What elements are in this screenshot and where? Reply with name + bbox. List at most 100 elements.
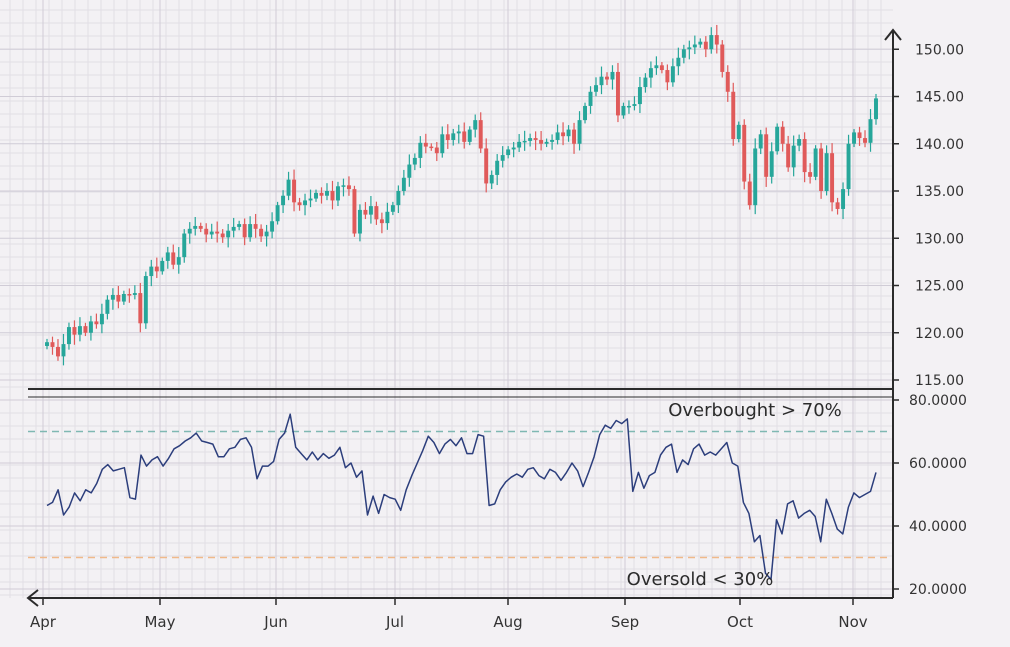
candle — [462, 122, 467, 149]
candle-body — [813, 148, 818, 177]
candle-body — [56, 346, 60, 357]
candle — [281, 190, 286, 214]
candle-body — [335, 186, 340, 201]
candle-body — [874, 98, 878, 120]
candle — [594, 77, 598, 97]
candle-body — [758, 134, 763, 149]
candle — [270, 212, 275, 239]
candle-body — [379, 219, 384, 224]
candle — [94, 313, 99, 329]
candle — [50, 336, 55, 355]
candle-body — [599, 76, 604, 86]
candle — [209, 223, 214, 239]
candle — [561, 122, 566, 146]
candle — [780, 121, 785, 152]
rsi-tick-labels: 20.0000 40.0000 60.0000 80.0000 — [893, 393, 967, 598]
candle — [220, 229, 225, 243]
candle — [544, 138, 549, 148]
rsi-line — [46, 413, 877, 581]
candle — [572, 122, 577, 154]
candle-body — [182, 233, 187, 258]
candle-body — [357, 209, 362, 234]
candle-body — [780, 126, 785, 144]
candle — [467, 126, 472, 146]
candle-body — [720, 44, 725, 72]
candle-body — [292, 179, 297, 203]
price-tick-label: 140.00 — [915, 137, 964, 153]
candle — [830, 143, 835, 212]
candle — [83, 322, 88, 337]
candle — [654, 56, 659, 75]
candle — [132, 285, 137, 300]
candle — [621, 102, 626, 119]
candle-body — [819, 148, 824, 191]
candle-body — [506, 149, 511, 156]
candle-body — [368, 206, 373, 215]
candle — [434, 141, 439, 162]
candle — [808, 163, 813, 184]
candle-body — [176, 257, 181, 265]
candle-body — [698, 41, 703, 45]
grid — [0, 0, 893, 598]
candle-body — [863, 138, 867, 143]
candle — [742, 119, 747, 190]
candle-body — [418, 142, 423, 158]
candle-body — [308, 198, 313, 201]
candle — [791, 135, 796, 177]
candle — [385, 202, 390, 230]
candle — [533, 131, 538, 151]
candle — [72, 320, 77, 345]
candle-body — [456, 131, 461, 134]
candle-body — [544, 141, 549, 144]
candle-body — [621, 105, 626, 116]
candle — [511, 141, 516, 158]
candle-body — [429, 146, 434, 149]
candle-body — [577, 120, 582, 144]
y-axis-arrow — [884, 28, 902, 41]
candle-body — [555, 132, 560, 140]
candle — [165, 246, 170, 269]
candle-body — [495, 160, 500, 175]
candle — [275, 201, 280, 225]
candle-body — [692, 44, 697, 48]
candle — [583, 102, 588, 124]
candle — [852, 129, 857, 148]
rsi-series — [46, 413, 877, 581]
candle — [143, 271, 148, 329]
candle — [747, 173, 752, 210]
candle-body — [88, 321, 93, 333]
candle-body — [45, 342, 49, 346]
candle-body — [632, 104, 637, 106]
candle — [368, 196, 373, 224]
candle-body — [550, 139, 555, 142]
month-tick-label: May — [144, 613, 175, 631]
candle-body — [539, 139, 544, 144]
candle-body — [253, 224, 258, 229]
candle-body — [149, 266, 154, 277]
candle-body — [226, 230, 231, 238]
candle-body — [566, 129, 571, 137]
candle — [242, 218, 247, 246]
candle — [863, 130, 867, 148]
candle — [401, 169, 406, 196]
reference-lines — [28, 430, 893, 559]
candle-body — [423, 142, 428, 147]
candle-body — [670, 66, 675, 83]
candle — [198, 222, 203, 233]
candle — [637, 76, 642, 114]
candle — [237, 220, 242, 231]
candle-body — [286, 179, 291, 196]
candle-body — [396, 191, 401, 206]
candle — [720, 40, 725, 78]
candle — [577, 111, 582, 151]
candle — [813, 145, 818, 181]
candle-body — [412, 157, 417, 165]
candle — [330, 180, 335, 210]
month-tick-label: Sep — [611, 613, 639, 631]
candle-body — [802, 139, 807, 173]
candle-body — [561, 132, 566, 137]
candle — [506, 146, 511, 159]
rsi-tick-label: 80.0000 — [909, 393, 967, 409]
candle-body — [714, 35, 719, 45]
candle-body — [676, 57, 681, 67]
